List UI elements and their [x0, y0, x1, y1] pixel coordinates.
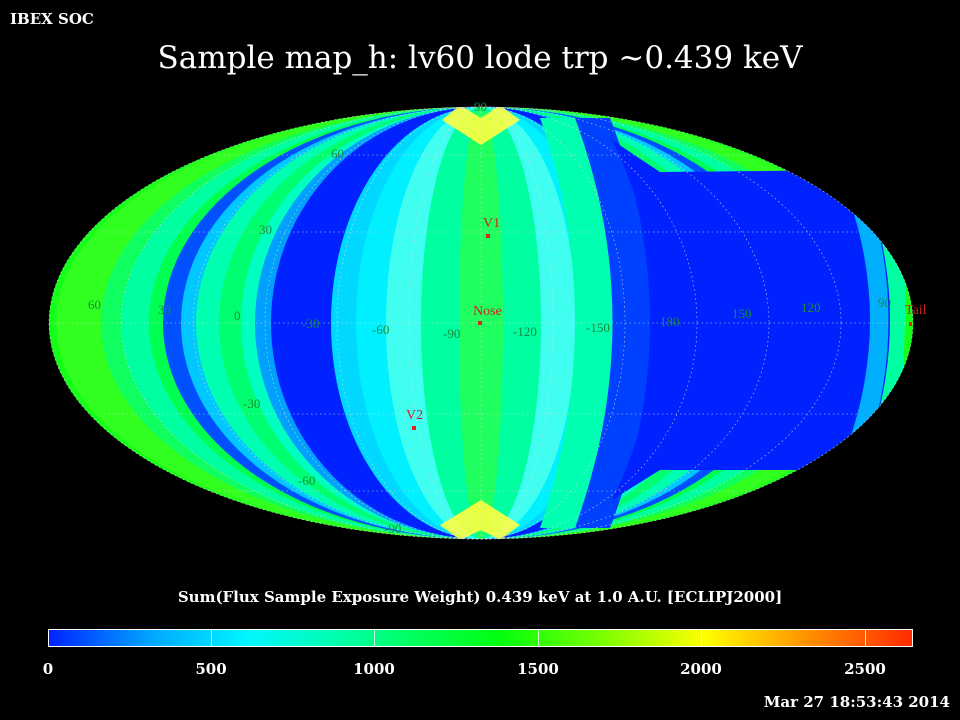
v2-marker	[412, 426, 416, 430]
nose-marker	[478, 321, 482, 325]
lon-label-minus60: -60	[372, 322, 389, 337]
lon-label-30: 30	[158, 302, 171, 317]
lon-label-minus150: -150	[586, 320, 610, 335]
colorbar-label-500: 500	[195, 660, 227, 678]
colorbar-label-0: 0	[42, 660, 54, 678]
lat-label-minus30: -30	[243, 396, 260, 411]
lon-label-180: 180	[660, 314, 680, 329]
lon-label-minus120: -120	[513, 324, 537, 339]
colorbar-label-2500: 2500	[844, 660, 886, 678]
colorbar-label-1500: 1500	[517, 660, 559, 678]
colorbar-tick-mark	[211, 630, 212, 646]
lat-label-90: 90	[474, 99, 487, 114]
colorbar	[48, 629, 913, 647]
lat-label-minus90: -90	[384, 521, 401, 536]
map-title: Sample map_h: lv60 lode trp ~0.439 keV	[157, 40, 803, 76]
v2-label: V2	[406, 408, 423, 423]
colorbar-title: Sum(Flux Sample Exposure Weight) 0.439 k…	[177, 588, 783, 606]
colorbar-tick-mark	[701, 630, 702, 646]
colorbar-tick-mark	[865, 630, 866, 646]
lat-label-30: 30	[259, 222, 272, 237]
timestamp: Mar 27 18:53:43 2014	[763, 693, 950, 711]
tail-label: Tail	[905, 303, 927, 318]
colorbar-label-1000: 1000	[353, 660, 395, 678]
nose-label: Nose	[473, 304, 502, 319]
lon-label-0: 0	[234, 308, 241, 323]
flux-bands	[56, 107, 910, 539]
lon-label-60: 60	[88, 297, 101, 312]
colorbar-tick-mark	[538, 630, 539, 646]
org-label: IBEX SOC	[10, 10, 94, 28]
lon-label-minus90: -90	[443, 326, 460, 341]
lat-label-60: 60	[331, 146, 344, 161]
lat-label-minus60: -60	[298, 473, 315, 488]
colorbar-label-2000: 2000	[680, 660, 722, 678]
graticule	[48, 106, 914, 540]
lon-label-90: 90	[878, 295, 891, 310]
lon-label-150: 150	[732, 306, 752, 321]
tail-marker	[909, 322, 912, 326]
v1-marker	[486, 234, 490, 238]
colorbar-tick-mark	[374, 630, 375, 646]
lon-label-minus30: -30	[302, 316, 319, 331]
v1-label: V1	[483, 216, 500, 231]
lon-label-120: 120	[801, 300, 821, 315]
